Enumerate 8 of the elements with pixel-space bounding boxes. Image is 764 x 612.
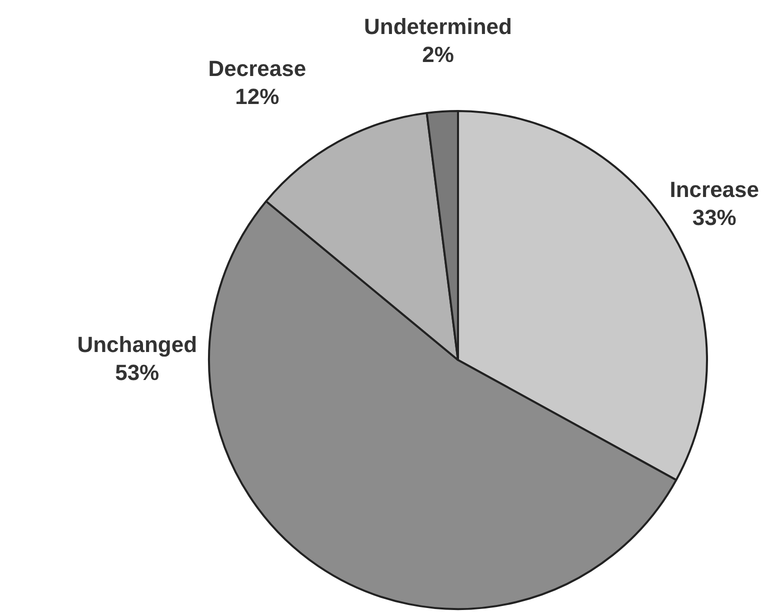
slice-label: Undetermined	[364, 14, 512, 39]
data-label: 33%	[692, 205, 736, 230]
slice-label: Decrease	[208, 56, 306, 81]
data-label: 12%	[235, 84, 280, 109]
data-label: 2%	[422, 42, 454, 67]
slice-label: Unchanged	[77, 332, 198, 358]
data-label: 53%	[115, 360, 160, 386]
slice-label: Increase	[670, 177, 760, 202]
